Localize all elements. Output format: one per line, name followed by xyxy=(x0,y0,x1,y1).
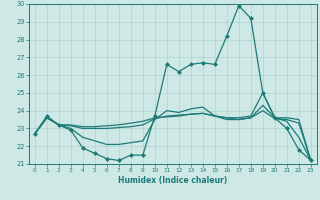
X-axis label: Humidex (Indice chaleur): Humidex (Indice chaleur) xyxy=(118,176,228,185)
